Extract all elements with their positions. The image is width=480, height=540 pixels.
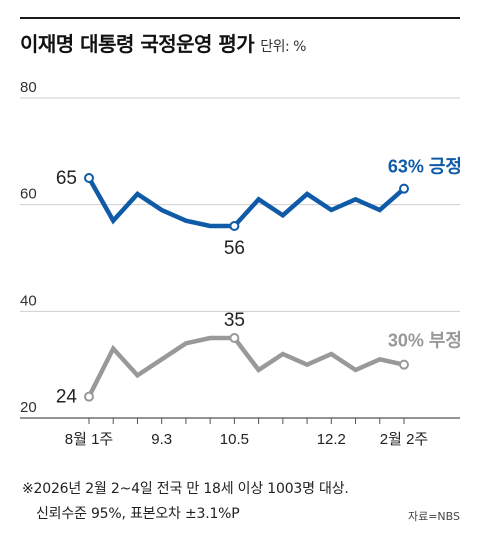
series-0-marker-0 — [84, 173, 94, 183]
series-0-data-label-0: 65 — [56, 168, 77, 189]
x-tick-label-0: 8월 1주 — [65, 431, 113, 448]
series-0-data-label-6: 56 — [224, 238, 245, 259]
series-1-end-label: 30% 부정 — [388, 331, 462, 351]
y-tick-label-60: 60 — [20, 186, 37, 203]
footnote-line-1: ※2026년 2월 2~4일 전국 만 18세 이상 1003명 대상. — [22, 481, 349, 497]
series-1-marker-0 — [84, 391, 94, 402]
y-tick-label-40: 40 — [20, 292, 37, 309]
chart-title-row: 이재명 대통령 국정운영 평가 단위: % — [20, 28, 306, 57]
series-0-marker-6 — [229, 221, 240, 231]
series-1-marker-13 — [399, 359, 409, 370]
chart-title: 이재명 대통령 국정운영 평가 — [20, 32, 255, 56]
y-tick-label-20: 20 — [20, 399, 37, 416]
series-line-1 — [86, 335, 407, 399]
series-1-data-label-6: 35 — [224, 310, 245, 331]
series-1-marker-6 — [229, 333, 240, 343]
y-tick-label-80: 80 — [20, 79, 37, 96]
line-chart: 80 60 40 20 8월 1주 9.3 10.5 12.2 2월 2주 65 56 63% 긍정 2… — [20, 79, 462, 448]
series-1-data-label-0: 24 — [56, 387, 78, 408]
x-tick-label-3: 12.2 — [317, 431, 346, 448]
series-line-0 — [86, 175, 407, 229]
x-tick-label-4: 2월 2주 — [380, 431, 428, 448]
series-0-marker-13 — [399, 183, 409, 194]
top-rule — [20, 17, 460, 19]
unit-label: 단위: % — [260, 39, 306, 55]
x-tick-label-1: 9.3 — [151, 431, 172, 448]
series-0-end-label: 63% 긍정 — [388, 157, 462, 177]
source-label: 자료=NBS — [407, 510, 460, 523]
x-tick-label-2: 10.5 — [220, 431, 249, 448]
footnote-line-2: 신뢰수준 95%, 표본오차 ±3.1%P — [36, 506, 240, 522]
